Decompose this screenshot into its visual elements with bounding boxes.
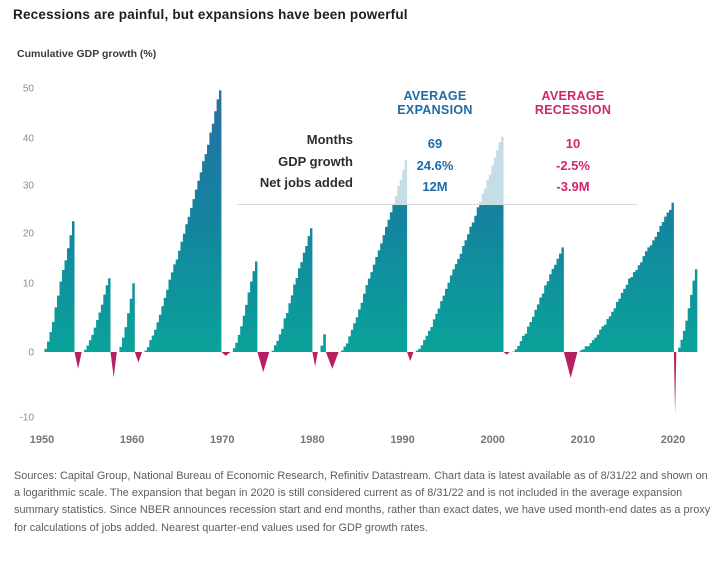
expansion-net-jobs-value: 12M — [422, 179, 448, 194]
summary-panel-overlay — [237, 85, 637, 205]
expansion-area — [675, 257, 698, 352]
recession-spike — [407, 352, 414, 362]
y-tick-label: 20 — [23, 229, 35, 240]
y-tick-label: 50 — [23, 84, 35, 95]
expansion-area — [413, 128, 504, 352]
expansion-area — [116, 270, 135, 352]
recession-spike — [134, 352, 143, 363]
recession-spike — [563, 352, 578, 378]
expansion-area — [317, 320, 326, 352]
average-expansion-column: AVERAGE EXPANSION 69 24.6% 12M — [353, 85, 517, 204]
recession-months-value: 10 — [565, 136, 581, 151]
expansion-area — [577, 199, 674, 352]
expansion-area — [269, 217, 313, 352]
recession-spike — [221, 352, 231, 356]
x-tick-label: 1980 — [300, 434, 324, 446]
expansion-area — [142, 77, 222, 353]
expansion-area — [338, 151, 408, 352]
row-label-gdp-growth: GDP growth — [278, 153, 353, 169]
source-footnote: Sources: Capital Group, National Bureau … — [14, 470, 711, 534]
x-tick-label: 1960 — [120, 434, 144, 446]
y-tick-label: 40 — [23, 134, 35, 145]
expansion-area — [81, 270, 111, 352]
expansion-area — [230, 250, 258, 352]
average-recession-header: AVERAGE RECESSION — [534, 89, 612, 117]
x-tick-label: 1950 — [30, 434, 54, 446]
y-axis-title: Cumulative GDP growth (%) — [17, 48, 157, 60]
x-tick-label: 1990 — [390, 434, 414, 446]
summary-table: Months GDP growth Net jobs added AVERAGE… — [237, 85, 637, 204]
row-label-net-jobs: Net jobs added — [259, 175, 353, 190]
recession-gdp-growth-value: -2.5% — [556, 157, 590, 173]
expansion-area — [42, 209, 75, 352]
average-expansion-header: AVERAGE EXPANSION — [397, 89, 473, 117]
expansion-months-value: 69 — [427, 136, 443, 151]
x-tick-label: 2010 — [571, 434, 595, 446]
average-recession-column: AVERAGE RECESSION 10 -2.5% -3.9M — [517, 85, 637, 204]
x-tick-label: 2000 — [480, 434, 504, 446]
x-tick-label: 2020 — [661, 434, 685, 446]
row-label-months: Months — [306, 132, 353, 147]
recession-net-jobs-value: -3.9M — [556, 179, 590, 194]
y-tick-label: -10 — [20, 413, 35, 424]
summary-row-labels: Months GDP growth Net jobs added — [237, 85, 353, 204]
recession-spike — [503, 352, 510, 355]
recession-spike — [325, 352, 339, 369]
expansion-area — [509, 239, 564, 352]
y-tick-label: 0 — [28, 348, 34, 359]
recession-spike — [257, 352, 270, 373]
recession-spike — [110, 352, 117, 378]
expansion-gdp-growth-value: 24.6% — [416, 157, 454, 173]
y-tick-label: 30 — [23, 181, 35, 192]
recession-spike — [673, 352, 677, 415]
page-title: Recessions are painful, but expansions h… — [13, 7, 408, 22]
x-tick-label: 1970 — [210, 434, 234, 446]
recession-spike — [312, 352, 318, 367]
y-tick-label: 10 — [23, 279, 35, 290]
recession-spike — [74, 352, 82, 369]
